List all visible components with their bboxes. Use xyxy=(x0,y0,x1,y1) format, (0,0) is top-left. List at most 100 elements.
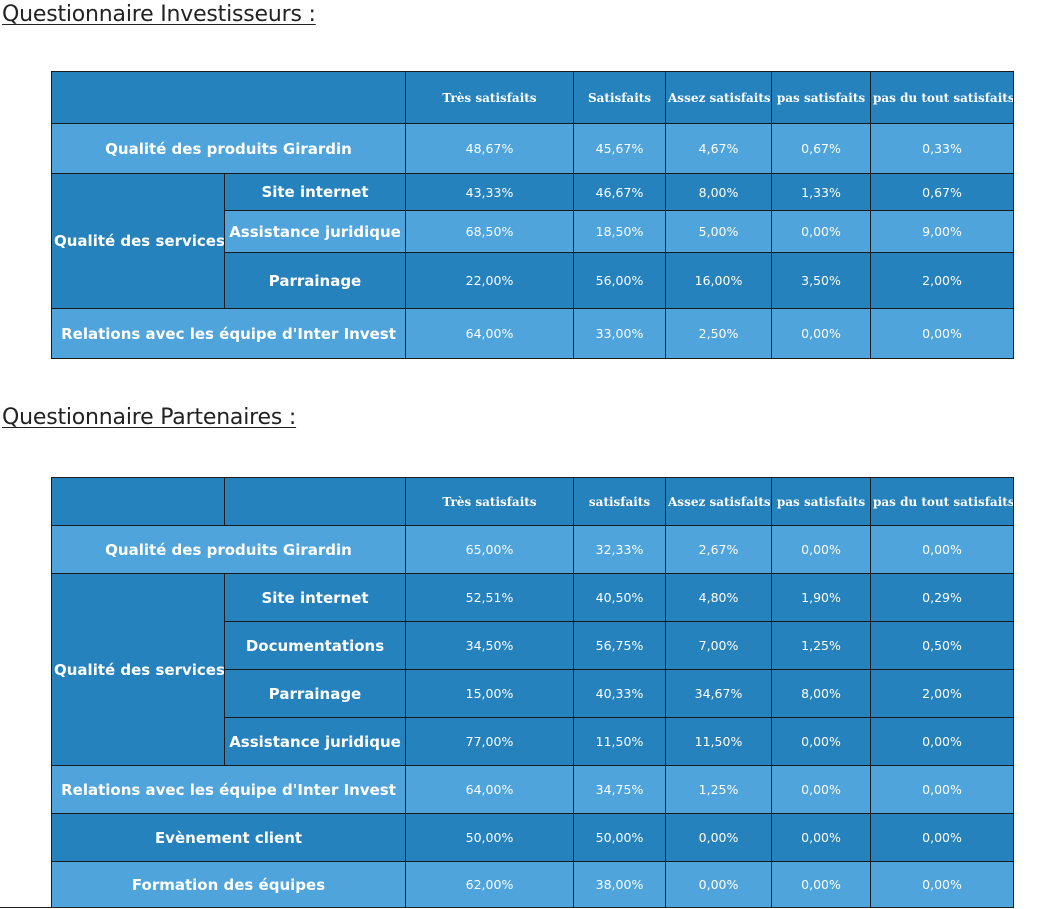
header-cell-empty xyxy=(51,477,225,526)
cell-value: 45,67% xyxy=(573,123,666,174)
header-cell: Assez satisfaits xyxy=(665,71,772,124)
header-cell: Très satisfaits xyxy=(405,71,574,124)
table-row: Parrainage 22,00% 56,00% 16,00% 3,50% 2,… xyxy=(52,252,1014,309)
cell-value: 1,25% xyxy=(665,765,772,814)
cell-value: 56,75% xyxy=(573,621,666,670)
bottom-divider xyxy=(0,907,1013,908)
row-label: Qualité des produits Girardin xyxy=(51,525,406,574)
cell-value: 8,00% xyxy=(665,173,772,211)
cell-value: 0,00% xyxy=(870,525,1014,574)
cell-value: 0,00% xyxy=(870,861,1014,908)
cell-value: 0,67% xyxy=(771,123,871,174)
group-label: Qualité des services xyxy=(51,173,225,309)
cell-value: 0,00% xyxy=(665,861,772,908)
row-label: Relations avec les équipe d'Inter Invest xyxy=(51,308,406,359)
cell-value: 0,00% xyxy=(870,308,1014,359)
cell-value: 40,33% xyxy=(573,669,666,718)
cell-value: 77,00% xyxy=(405,717,574,766)
cell-value: 18,50% xyxy=(573,210,666,253)
cell-value: 0,33% xyxy=(870,123,1014,174)
row-label: Formation des équipes xyxy=(51,861,406,908)
cell-value: 0,00% xyxy=(771,813,871,862)
table-row: Assistance juridique 68,50% 18,50% 5,00%… xyxy=(52,210,1014,253)
cell-value: 8,00% xyxy=(771,669,871,718)
cell-value: 46,67% xyxy=(573,173,666,211)
table-row: Documentations 34,50% 56,75% 7,00% 1,25%… xyxy=(52,621,1014,670)
cell-value: 1,25% xyxy=(771,621,871,670)
row-label: Parrainage xyxy=(224,252,406,309)
cell-value: 0,00% xyxy=(771,765,871,814)
table-header-row: Très satisfaits satisfaits Assez satisfa… xyxy=(51,477,1014,526)
cell-value: 7,00% xyxy=(665,621,772,670)
row-label: Site internet xyxy=(224,173,406,211)
cell-value: 2,00% xyxy=(870,669,1014,718)
cell-value: 1,90% xyxy=(771,573,871,622)
cell-value: 48,67% xyxy=(405,123,574,174)
cell-value: 34,50% xyxy=(405,621,574,670)
investisseurs-table: Très satisfaits Satisfaits Assez satisfa… xyxy=(51,71,1014,359)
group-label: Qualité des services xyxy=(51,573,225,766)
cell-value: 4,80% xyxy=(665,573,772,622)
row-label: Relations avec les équipe d'Inter Invest xyxy=(51,765,406,814)
cell-value: 2,50% xyxy=(665,308,772,359)
investisseurs-title: Questionnaire Investisseurs : xyxy=(2,2,316,27)
partenaires-title: Questionnaire Partenaires : xyxy=(2,405,297,430)
cell-value: 3,50% xyxy=(771,252,871,309)
cell-value: 22,00% xyxy=(405,252,574,309)
cell-value: 40,50% xyxy=(573,573,666,622)
cell-value: 0,00% xyxy=(870,717,1014,766)
cell-value: 1,33% xyxy=(771,173,871,211)
cell-value: 0,00% xyxy=(771,210,871,253)
header-cell: Très satisfaits xyxy=(405,477,574,526)
header-cell-empty xyxy=(224,477,406,526)
cell-value: 0,00% xyxy=(665,813,772,862)
cell-value: 62,00% xyxy=(405,861,574,908)
cell-value: 34,67% xyxy=(665,669,772,718)
cell-value: 0,00% xyxy=(771,861,871,908)
table-row: Formation des équipes 62,00% 38,00% 0,00… xyxy=(51,861,1014,908)
cell-value: 64,00% xyxy=(405,308,574,359)
cell-value: 0,00% xyxy=(870,765,1014,814)
table-row: Parrainage 15,00% 40,33% 34,67% 8,00% 2,… xyxy=(52,669,1014,718)
cell-value: 11,50% xyxy=(665,717,772,766)
table-row: Relations avec les équipe d'Inter Invest… xyxy=(51,308,1014,359)
table-row: Qualité des services Site internet 52,51… xyxy=(51,573,1014,766)
cell-value: 34,75% xyxy=(573,765,666,814)
cell-value: 0,00% xyxy=(771,717,871,766)
row-label: Qualité des produits Girardin xyxy=(51,123,406,174)
cell-value: 0,00% xyxy=(870,813,1014,862)
cell-value: 50,00% xyxy=(573,813,666,862)
cell-value: 0,29% xyxy=(870,573,1014,622)
partenaires-table: Très satisfaits satisfaits Assez satisfa… xyxy=(51,477,1014,908)
table-row: Qualité des services Site internet 43,33… xyxy=(51,173,1014,309)
table-row: Qualité des produits Girardin 65,00% 32,… xyxy=(51,525,1014,574)
cell-value: 0,00% xyxy=(771,525,871,574)
cell-value: 2,00% xyxy=(870,252,1014,309)
row-label: Documentations xyxy=(224,621,406,670)
cell-value: 4,67% xyxy=(665,123,772,174)
cell-value: 32,33% xyxy=(573,525,666,574)
header-cell: satisfaits xyxy=(573,477,666,526)
row-label: Site internet xyxy=(224,573,406,622)
table-row: Evènement client 50,00% 50,00% 0,00% 0,0… xyxy=(51,813,1014,862)
table-header-row: Très satisfaits Satisfaits Assez satisfa… xyxy=(51,71,1014,124)
row-label: Assistance juridique xyxy=(224,210,406,253)
cell-value: 0,50% xyxy=(870,621,1014,670)
cell-value: 16,00% xyxy=(665,252,772,309)
header-cell: pas du tout satisfaits xyxy=(870,477,1014,526)
header-cell: Satisfaits xyxy=(573,71,666,124)
cell-value: 38,00% xyxy=(573,861,666,908)
cell-value: 64,00% xyxy=(405,765,574,814)
cell-value: 50,00% xyxy=(405,813,574,862)
header-cell: Assez satisfaits xyxy=(665,477,772,526)
cell-value: 11,50% xyxy=(573,717,666,766)
table-row: Qualité des produits Girardin 48,67% 45,… xyxy=(51,123,1014,174)
cell-value: 5,00% xyxy=(665,210,772,253)
cell-value: 15,00% xyxy=(405,669,574,718)
cell-value: 56,00% xyxy=(573,252,666,309)
header-cell: pas satisfaits xyxy=(771,477,871,526)
header-cell-empty xyxy=(51,71,406,124)
table-row: Assistance juridique 77,00% 11,50% 11,50… xyxy=(52,717,1014,766)
cell-value: 52,51% xyxy=(405,573,574,622)
